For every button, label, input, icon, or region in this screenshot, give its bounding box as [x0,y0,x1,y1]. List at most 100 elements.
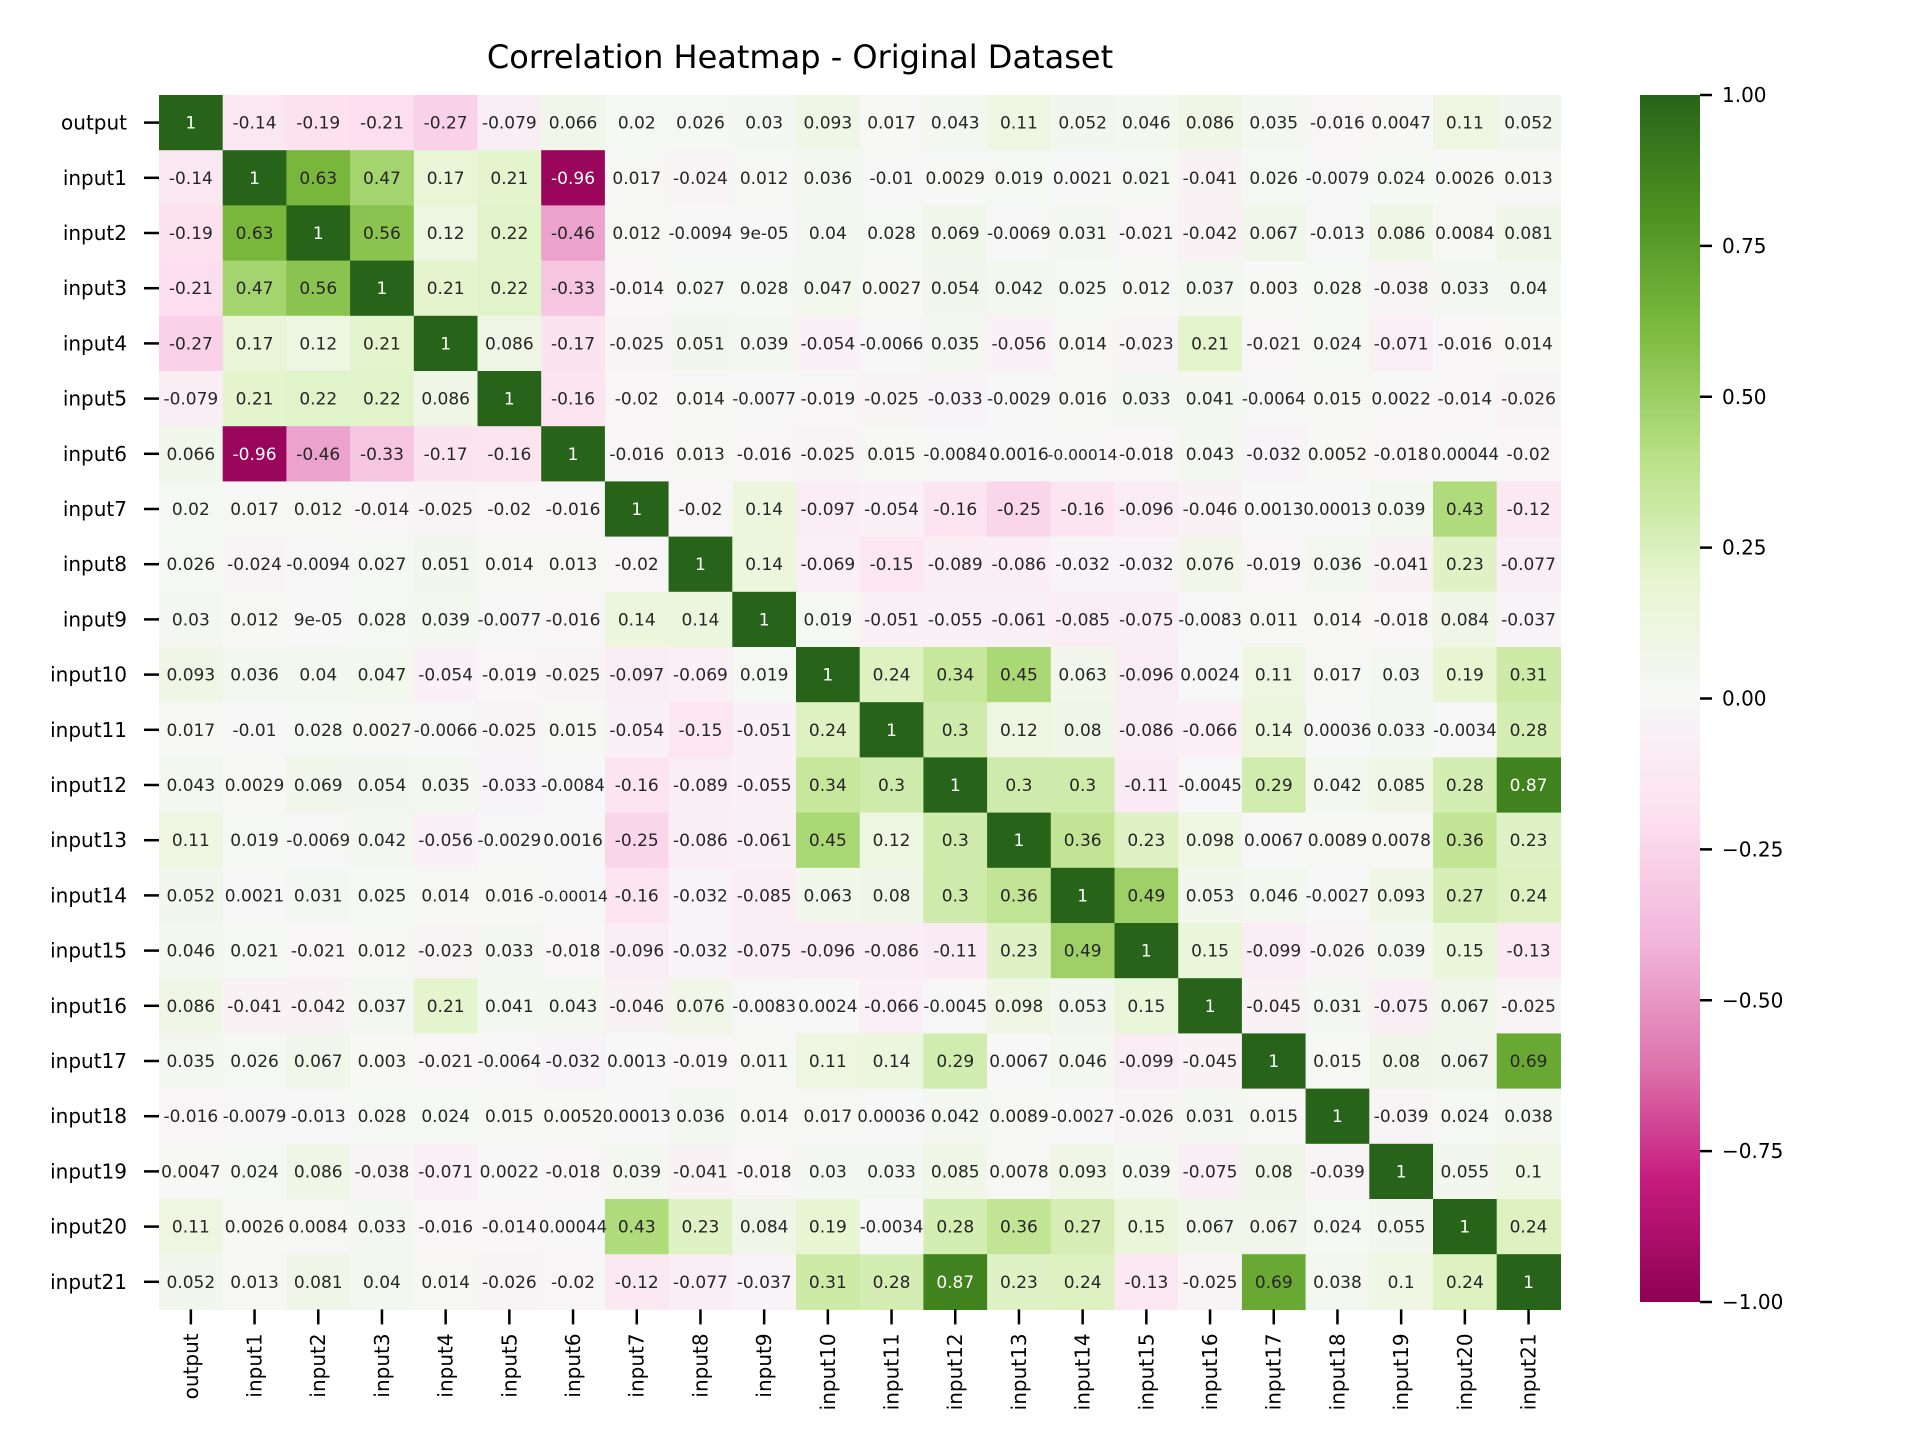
cell-annotation: 0.0026 [1435,169,1494,189]
cell-annotation: -0.0064 [1242,390,1306,409]
cell-annotation: 0.24 [1510,1218,1548,1238]
cell-annotation: -0.021 [291,942,346,962]
heatmap-cell [1241,150,1307,206]
heatmap-cell [1178,315,1243,372]
heatmap-cell [159,812,224,869]
heatmap-cell [1496,647,1561,703]
cell-annotation: 0.085 [1377,776,1426,796]
cell-annotation: 0.0016 [543,831,602,851]
cell-annotation: 0.0013 [607,1052,666,1072]
heatmap-cell [1050,647,1116,703]
heatmap-cell [1433,1143,1498,1200]
cell-annotation: 0.069 [294,776,343,796]
heatmap-cell [796,867,861,924]
heatmap-cell [350,205,415,262]
heatmap-cell [668,260,733,317]
heatmap-cell [987,315,1052,372]
heatmap-cell [604,923,670,979]
heatmap-cell [604,867,670,924]
heatmap-cell [159,867,224,924]
heatmap-cell [668,426,733,482]
cell-annotation: -0.041 [1183,169,1238,189]
heatmap-cell [286,426,351,482]
heatmap-cell [1241,481,1307,538]
cell-annotation: 0.15 [1127,997,1165,1017]
heatmap-cell [1114,1088,1179,1145]
cell-annotation: 0.039 [421,610,470,630]
cell-annotation: -0.077 [673,1273,728,1293]
cell-annotation: 0.028 [358,610,407,630]
heatmap-cell [350,1143,415,1200]
cell-annotation: 0.63 [299,169,337,189]
heatmap-cell [796,1143,861,1200]
heatmap-cell [350,315,415,372]
heatmap-cell [859,95,924,151]
heatmap-cell [796,757,861,814]
x-tick-label: input5 [497,1333,521,1397]
heatmap-cell [1050,536,1116,593]
heatmap-cell [286,1088,351,1145]
heatmap-cell [286,205,351,262]
heatmap-cell [923,1033,988,1090]
cell-annotation: 0.69 [1255,1273,1293,1293]
cell-annotation: 0.0024 [798,997,857,1017]
cell-annotation: 0.11 [809,1052,847,1072]
heatmap-cell [1433,1254,1498,1310]
heatmap-cell [859,647,924,703]
heatmap-cell [604,426,670,482]
heatmap-cell [222,260,287,317]
cell-annotation: 9e-05 [294,610,343,630]
heatmap-cell [1050,702,1116,758]
heatmap-cell [604,1254,670,1310]
heatmap-cell [159,536,224,593]
cell-annotation: -0.039 [1310,1162,1365,1182]
cell-annotation: 1 [1268,1052,1279,1072]
heatmap-cell [1241,812,1307,869]
cell-annotation: 0.04 [363,1273,401,1293]
cell-annotation: 0.1 [1515,1162,1542,1182]
cell-annotation: 0.0021 [225,886,284,906]
heatmap-cell [1114,426,1179,482]
cell-annotation: 0.0052 [1308,445,1367,465]
heatmap-cell [1305,426,1370,482]
y-tick-label: input19 [50,1159,127,1183]
cell-annotation: 0.00013 [1303,500,1371,519]
cell-annotation: 0.051 [421,555,470,575]
cell-annotation: 0.054 [358,776,407,796]
heatmap-cell [987,867,1052,924]
cell-annotation: 0.031 [1058,224,1107,244]
cell-annotation: 0.19 [1446,666,1484,686]
cell-annotation: 0.14 [618,610,656,630]
heatmap-cell [159,95,224,151]
cell-annotation: -0.026 [1119,1107,1174,1127]
heatmap-cell [1114,150,1179,206]
cell-annotation: 0.0027 [862,279,921,299]
heatmap-cell [1050,867,1116,924]
heatmap-cell [1369,536,1434,593]
heatmap-cell [1050,757,1116,814]
cell-annotation: 0.024 [230,1162,279,1182]
cell-annotation: 0.0067 [989,1052,1048,1072]
cell-annotation: 0.019 [995,169,1044,189]
cell-annotation: -0.00014 [538,887,608,905]
cell-annotation: 0.025 [358,886,407,906]
cell-annotation: 0.21 [236,390,274,410]
heatmap-cell [159,150,224,206]
heatmap-cell [1496,371,1561,427]
cell-annotation: 0.17 [427,169,465,189]
heatmap-cell [1178,647,1243,703]
heatmap-cell [541,757,606,814]
x-tick-label: input10 [816,1333,840,1410]
heatmap-cell [1178,1254,1243,1310]
heatmap-cell [987,647,1052,703]
heatmap-cell [1433,315,1498,372]
cell-annotation: -0.0034 [860,1218,924,1237]
heatmap-cell [413,1033,479,1090]
cell-annotation: 0.34 [809,776,847,796]
cell-annotation: -0.02 [551,1273,595,1293]
cell-annotation: 0.043 [931,114,980,134]
cell-annotation: 0.041 [1186,390,1235,410]
cell-annotation: 0.012 [612,224,661,244]
cell-annotation: 0.29 [1255,776,1293,796]
